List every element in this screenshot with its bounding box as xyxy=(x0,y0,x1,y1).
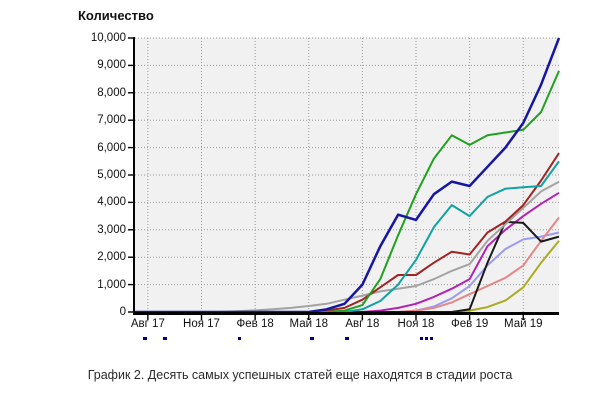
clipped-text-fragment xyxy=(430,337,433,340)
series-navy xyxy=(134,37,561,314)
series-salmon xyxy=(134,216,560,313)
chart-caption: График 2. Десять самых успешных статей е… xyxy=(87,368,513,382)
x-tick-label: Авг 18 xyxy=(345,318,380,330)
clipped-text-fragment xyxy=(143,337,147,340)
series-darkred xyxy=(134,152,560,313)
clipped-text-fragment xyxy=(238,337,241,340)
y-tick-label: 0 xyxy=(119,306,126,318)
y-tick-label: 5,000 xyxy=(97,169,126,181)
x-tick-label: Ноя 17 xyxy=(183,318,220,330)
y-tick-label: 1,000 xyxy=(97,278,126,291)
clipped-text-fragment xyxy=(345,337,349,340)
y-tick-label: 2,000 xyxy=(97,251,126,264)
x-tick-label: Фев 19 xyxy=(451,318,489,330)
x-tick-label: Май 18 xyxy=(289,318,328,330)
x-tick-label: Ноя 18 xyxy=(397,318,435,330)
plot-svg xyxy=(128,37,561,320)
series-olive xyxy=(134,240,560,313)
gridlines xyxy=(135,37,559,312)
y-tick-label: 3,000 xyxy=(97,223,126,236)
clipped-text-fragment xyxy=(420,337,423,340)
x-tick-label: Фев 18 xyxy=(236,318,274,330)
line-series xyxy=(134,37,561,314)
axes xyxy=(128,37,559,320)
clipped-text-fragment xyxy=(310,337,314,340)
x-tick-label: Май 19 xyxy=(503,318,543,330)
clipped-text-fragment xyxy=(163,337,167,340)
y-tick-label: 4,000 xyxy=(97,196,126,209)
y-tick-label: 8,000 xyxy=(97,86,126,99)
y-tick-label: 9,000 xyxy=(97,59,126,72)
series-green xyxy=(134,70,560,313)
clipped-text-fragment xyxy=(425,337,428,340)
x-tick-label: Авг 17 xyxy=(130,318,165,330)
plot-area-background xyxy=(135,38,559,312)
y-tick-label: 10,000 xyxy=(90,32,126,44)
series-magenta xyxy=(134,191,560,313)
series-teal xyxy=(134,160,560,313)
chart-title: Количество xyxy=(78,8,154,23)
y-tick-label: 7,000 xyxy=(97,114,126,127)
y-tick-label: 6,000 xyxy=(97,141,126,154)
